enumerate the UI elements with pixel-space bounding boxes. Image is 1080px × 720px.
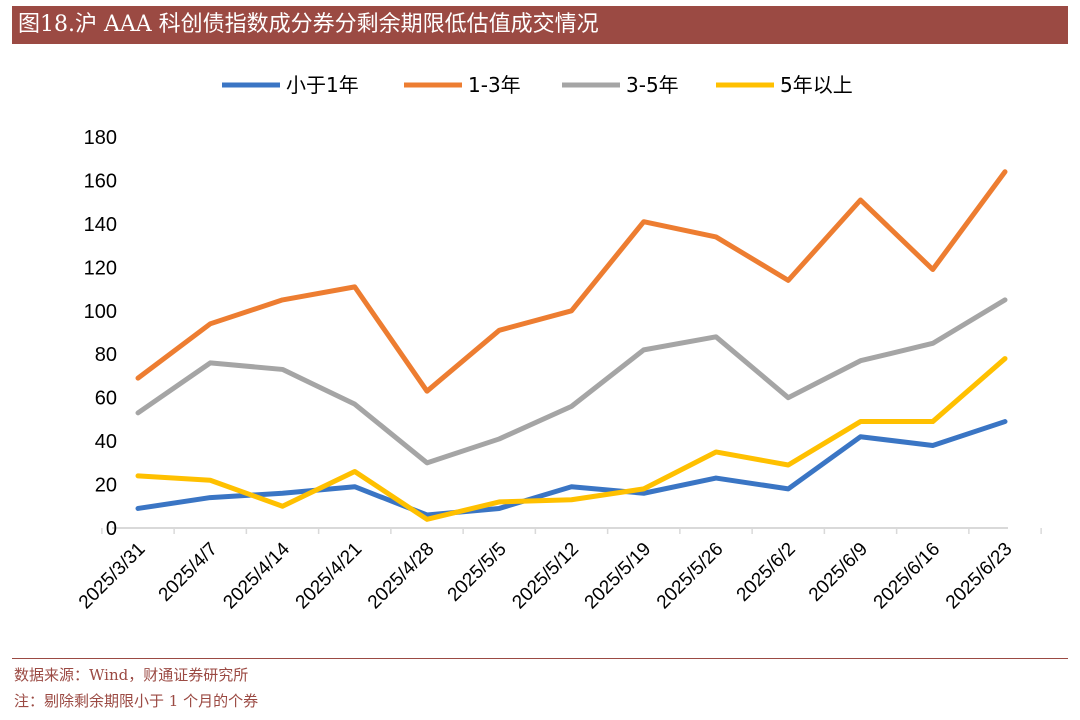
x-tick-label: 2025/4/28 [364,539,439,614]
x-tick-label: 2025/4/14 [219,538,294,613]
legend-label: 1-3年 [468,73,521,97]
x-tick-label: 2025/6/9 [805,539,872,606]
y-tick-label: 160 [84,170,117,192]
x-tick-label: 2025/6/2 [733,539,800,606]
legend-label: 3-5年 [626,73,679,97]
figure-title: 图18.沪 AAA 科创债指数成分券分剩余期限低估值成交情况 [12,6,1068,44]
source-note: 数据来源：Wind，财通证券研究所 [14,666,249,684]
y-tick-label: 140 [84,214,117,236]
x-tick-label: 2025/5/12 [508,539,583,614]
x-tick-label: 2025/4/7 [155,539,222,606]
footnote: 注：剔除剩余期限小于 1 个月的个券 [14,692,259,710]
x-tick-label: 2025/6/16 [870,539,945,614]
x-tick-label: 2025/4/21 [292,539,367,614]
y-tick-label: 60 [95,388,117,410]
x-tick-label: 2025/5/19 [581,539,656,614]
y-tick-label: 20 [95,475,117,497]
y-tick-label: 180 [84,127,117,149]
x-tick-label: 2025/3/31 [75,539,150,614]
y-tick-label: 40 [95,431,117,453]
x-tick-label: 2025/6/23 [942,539,1017,614]
legend-label: 5年以上 [780,73,853,97]
divider [12,658,1068,659]
y-tick-label: 0 [106,518,117,540]
y-tick-label: 100 [84,301,117,323]
x-tick-label: 2025/5/26 [653,539,728,614]
x-tick-label: 2025/5/5 [444,539,511,606]
legend-label: 小于1年 [286,73,359,97]
y-tick-label: 80 [95,344,117,366]
y-tick-label: 120 [84,257,117,279]
